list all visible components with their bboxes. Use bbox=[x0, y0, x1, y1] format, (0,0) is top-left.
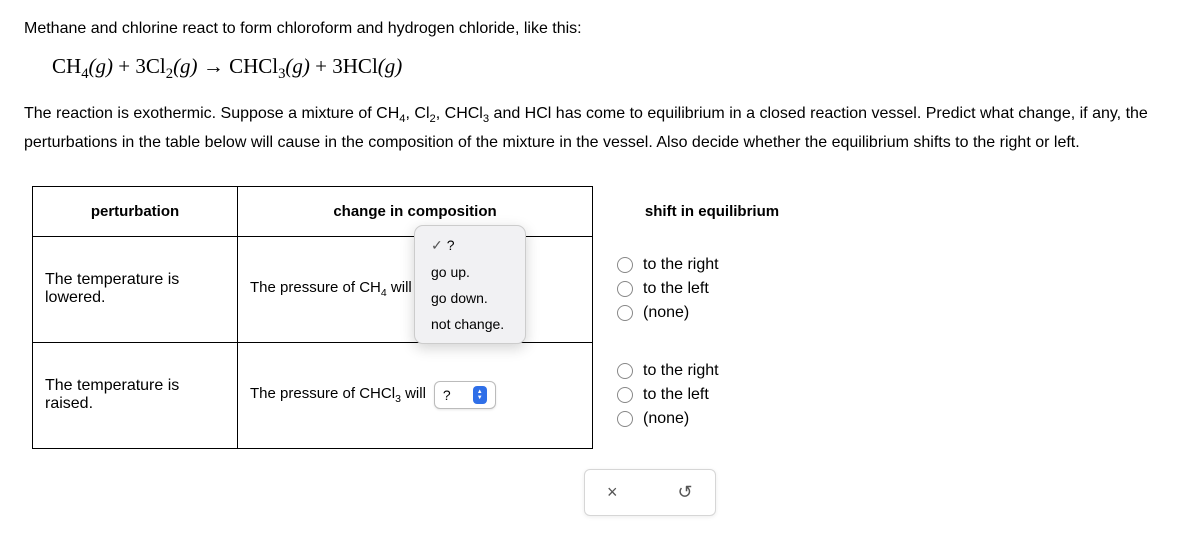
table-row: The temperature is raised. The pressure … bbox=[33, 342, 820, 448]
header-perturbation: perturbation bbox=[33, 186, 238, 236]
select-stepper-icon: ▲▼ bbox=[473, 386, 487, 404]
select-dropdown[interactable]: ✓? go up. go down. not change. bbox=[414, 225, 526, 344]
close-icon[interactable]: × bbox=[607, 482, 618, 503]
perturbation-cell: The temperature is lowered. bbox=[33, 236, 238, 342]
radio-option[interactable]: (none) bbox=[617, 304, 807, 322]
radio-label: to the right bbox=[643, 362, 719, 380]
equation: CH4(g) + 3Cl2(g) → CHCl3(g) + 3HCl(g) bbox=[52, 54, 1176, 83]
radio-option[interactable]: (none) bbox=[617, 410, 808, 428]
intro-text: Methane and chlorine react to form chlor… bbox=[24, 18, 1176, 40]
reset-icon[interactable]: ↺ bbox=[678, 482, 693, 503]
composition-cell: The pressure of CHCl3 will ? ▲▼ bbox=[238, 342, 593, 448]
perturbation-cell: The temperature is raised. bbox=[33, 342, 238, 448]
radio-icon bbox=[617, 363, 633, 379]
radio-label: to the right bbox=[643, 256, 719, 274]
radio-label: (none) bbox=[643, 410, 689, 428]
radio-label: to the left bbox=[643, 386, 709, 404]
radio-option[interactable]: to the right bbox=[617, 256, 807, 274]
radio-icon bbox=[617, 387, 633, 403]
chcl3-select[interactable]: ? ▲▼ bbox=[434, 381, 496, 409]
option-label: ? bbox=[447, 237, 455, 253]
radio-icon bbox=[617, 281, 633, 297]
pressure-prompt: The pressure of CHCl3 will bbox=[250, 385, 426, 405]
select-value: ? bbox=[443, 387, 451, 403]
radio-label: to the left bbox=[643, 280, 709, 298]
dropdown-option[interactable]: go up. bbox=[415, 259, 525, 285]
question-paragraph: The reaction is exothermic. Suppose a mi… bbox=[24, 100, 1176, 158]
dropdown-option[interactable]: not change. bbox=[415, 311, 525, 337]
radio-label: (none) bbox=[643, 304, 689, 322]
radio-icon bbox=[617, 411, 633, 427]
header-shift: shift in equilibrium bbox=[593, 186, 820, 236]
pressure-prompt: The pressure of CH4 will bbox=[250, 279, 412, 299]
radio-option[interactable]: to the right bbox=[617, 362, 808, 380]
shift-cell: to the right to the left (none) bbox=[593, 342, 820, 448]
radio-option[interactable]: to the left bbox=[617, 386, 808, 404]
dropdown-option[interactable]: ✓? bbox=[415, 232, 525, 259]
radio-icon bbox=[617, 305, 633, 321]
radio-icon bbox=[617, 257, 633, 273]
radio-option[interactable]: to the left bbox=[617, 280, 807, 298]
footer-toolbar: × ↺ bbox=[584, 469, 716, 516]
shift-cell: to the right to the left (none) bbox=[593, 236, 820, 342]
dropdown-option[interactable]: go down. bbox=[415, 285, 525, 311]
check-icon: ✓ bbox=[431, 237, 443, 253]
